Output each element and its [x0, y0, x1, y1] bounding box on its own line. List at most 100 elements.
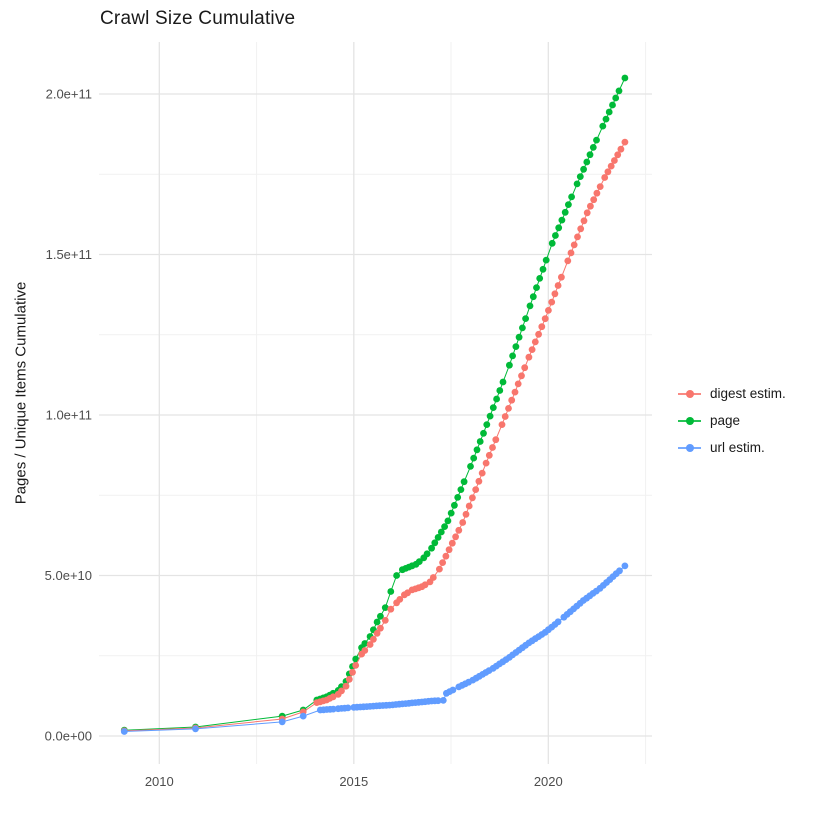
legend: digest estim. page url estim.	[678, 380, 786, 461]
data-point-page	[381, 604, 389, 611]
data-point-page	[526, 302, 534, 310]
data-point-digest-estim	[489, 444, 496, 451]
legend-item: digest estim.	[678, 380, 786, 407]
data-point-page	[457, 486, 465, 493]
data-point-digest-estim	[614, 151, 622, 159]
data-point-page	[361, 640, 369, 647]
data-point-digest-estim	[611, 157, 618, 164]
data-point-digest-estim	[580, 217, 588, 225]
data-point-page	[423, 550, 431, 558]
x-tick-labels: 2010 2015 2020	[145, 774, 563, 789]
data-point-page	[593, 136, 600, 144]
data-point-page	[437, 528, 445, 536]
data-point-digest-estim	[345, 675, 353, 683]
data-point-url-estim	[120, 728, 128, 735]
data-point-page	[615, 87, 623, 95]
data-point-digest-estim	[492, 436, 500, 444]
svg-text:2.0e+11: 2.0e+11	[46, 87, 92, 102]
data-point-digest-estim	[482, 459, 490, 467]
data-point-page	[377, 612, 384, 620]
data-point-page	[493, 395, 500, 403]
data-point-digest-estim	[472, 486, 480, 493]
data-point-page	[539, 265, 547, 273]
chart-title: Crawl Size Cumulative	[100, 8, 296, 29]
data-point-digest-estim	[617, 145, 625, 153]
data-point-page	[373, 618, 381, 626]
data-point-page	[480, 429, 487, 437]
data-point-digest-estim	[366, 641, 374, 648]
data-point-url-estim	[616, 567, 623, 575]
data-point-page	[393, 572, 400, 579]
data-point-url-estim	[439, 697, 447, 704]
data-point-digest-estim	[551, 290, 559, 298]
data-point-digest-estim	[514, 380, 522, 388]
data-point-digest-estim	[381, 617, 389, 624]
data-point-page	[460, 478, 468, 486]
data-point-digest-estim	[445, 546, 453, 554]
data-point-page	[533, 284, 540, 291]
data-point-page	[602, 115, 610, 123]
data-point-digest-estim	[583, 209, 591, 217]
data-point-page	[489, 404, 497, 411]
data-point-digest-estim	[570, 241, 578, 249]
data-point-digest-estim	[475, 477, 483, 485]
data-point-digest-estim	[601, 174, 609, 181]
data-point-url-estim	[329, 705, 337, 713]
data-point-page	[536, 275, 544, 282]
data-point-page	[580, 165, 587, 173]
data-point-digest-estim	[498, 421, 506, 428]
data-point-url-estim	[434, 697, 442, 705]
data-point-digest-estim	[535, 330, 542, 338]
data-point-page	[447, 509, 455, 517]
data-point-page	[486, 412, 494, 420]
data-point-url-estim	[554, 618, 562, 626]
data-point-page	[589, 144, 597, 151]
data-point-digest-estim	[338, 687, 345, 695]
data-point-digest-estim	[590, 196, 598, 204]
data-point-page	[612, 94, 620, 102]
data-point-digest-estim	[541, 315, 549, 323]
data-point-url-estim	[449, 686, 457, 694]
data-point-page	[519, 324, 526, 332]
data-point-digest-estim	[554, 282, 562, 289]
data-point-page	[499, 378, 507, 386]
data-point-page	[561, 208, 569, 216]
legend-label: digest estim.	[710, 386, 786, 401]
data-point-digest-estim	[361, 647, 369, 654]
data-point-digest-estim	[531, 338, 539, 346]
data-point-page	[552, 232, 559, 239]
data-point-digest-estim	[455, 526, 463, 534]
data-point-digest-estim	[465, 502, 473, 510]
svg-text:2010: 2010	[145, 774, 174, 789]
data-point-digest-estim	[421, 581, 429, 589]
data-point-digest-estim	[373, 629, 381, 637]
svg-text:1.0e+11: 1.0e+11	[46, 408, 92, 423]
data-point-digest-estim	[596, 183, 604, 191]
gridlines-major	[99, 42, 652, 764]
data-point-page	[454, 494, 462, 501]
svg-text:5.0e+10: 5.0e+10	[45, 568, 92, 583]
data-point-digest-estim	[452, 533, 459, 541]
data-point-page	[441, 523, 448, 530]
data-point-digest-estim	[525, 353, 533, 361]
data-point-digest-estim	[387, 605, 395, 613]
data-point-digest-estim	[485, 451, 493, 459]
data-point-page	[387, 588, 395, 595]
data-point-page	[467, 463, 474, 470]
data-point-digest-estim	[439, 559, 446, 566]
data-point-page	[506, 361, 513, 369]
data-point-page	[483, 421, 491, 428]
legend-label: page	[710, 413, 741, 428]
series-url-estim	[120, 562, 629, 735]
data-point-digest-estim	[521, 364, 529, 372]
data-point-digest-estim	[505, 405, 512, 412]
data-point-page	[428, 544, 435, 552]
data-point-page	[573, 180, 581, 188]
data-point-digest-estim	[349, 668, 356, 676]
data-point-page	[522, 315, 529, 322]
data-point-page	[568, 193, 575, 201]
data-point-digest-estim	[621, 138, 629, 146]
svg-text:2015: 2015	[339, 774, 368, 789]
data-point-url-estim	[278, 718, 286, 726]
